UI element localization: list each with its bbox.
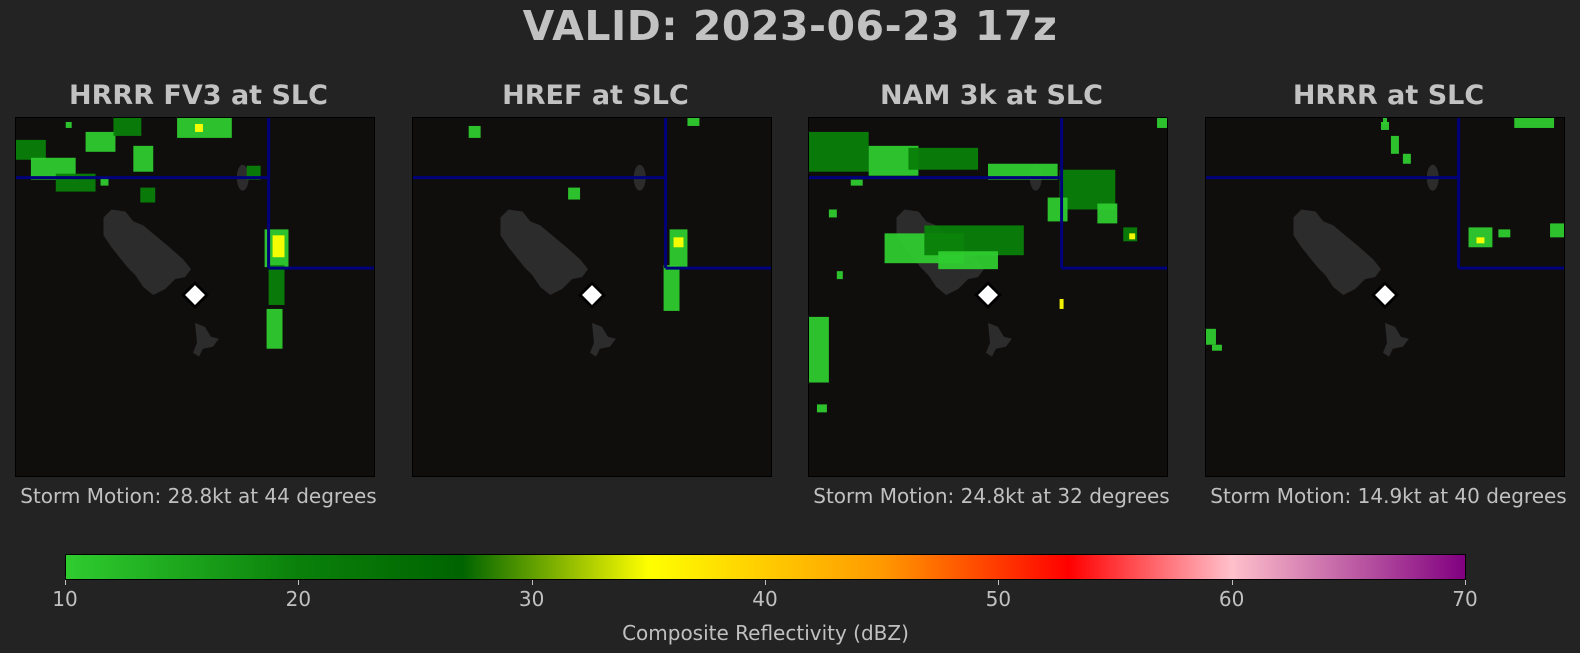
reflectivity-echo [16,139,46,160]
panel-title: HRRR at SLC [1292,80,1485,111]
colorbar-tick-mark [298,580,300,585]
reflectivity-echo [1476,237,1485,244]
reflectivity-echo [272,235,285,258]
reflectivity-echo [195,123,203,132]
colorbar-tick-mark [65,580,66,585]
colorbar-tick-mark [1465,580,1466,585]
reflectivity-echo [1402,153,1411,164]
reflectivity-echo [850,179,863,186]
reflectivity-echo [1059,169,1116,210]
reflectivity-echo [908,147,979,170]
reflectivity-echo [266,308,283,349]
reflectivity-echo [1059,298,1064,309]
colorbar-tick-label: 20 [285,587,312,611]
colorbar-tick-mark [998,580,1000,585]
location-marker-icon [1375,285,1395,305]
reflectivity-echo [1550,223,1564,238]
reflectivity-echo [468,125,481,138]
reflectivity-echo [268,265,285,305]
reflectivity-echo [1390,135,1399,154]
colorbar-tick-label: 30 [518,587,545,611]
reflectivity-echo [1381,121,1389,130]
colorbar-tick-label: 10 [52,587,78,611]
reflectivity-echo [1468,227,1493,248]
reflectivity-map [808,117,1168,477]
reflectivity-echo [133,145,154,172]
reflectivity-echo [1383,118,1387,124]
colorbar [65,554,1466,580]
reflectivity-echo [1097,203,1118,224]
reflectivity-echo [828,209,837,218]
reflectivity-echo [246,165,261,180]
panel-title: HREF at SLC [502,80,689,111]
reflectivity-echo [1206,328,1216,345]
reflectivity-echo [816,404,827,413]
colorbar-tick-label: 50 [985,587,1012,611]
panel-title: NAM 3k at SLC [880,80,1103,111]
reflectivity-echo [140,187,156,203]
reflectivity-echo [673,237,684,248]
reflectivity-echo [988,163,1058,180]
great-salt-lake-shape [500,209,589,296]
reflectivity-map [15,117,375,477]
utah-lake-shape [193,322,219,357]
reflectivity-echo [113,118,142,136]
reflectivity-map [1205,117,1565,477]
reflectivity-echo [924,225,1024,256]
reflectivity-map [412,117,772,477]
panel-hrrr-fv3: HRRR FV3 at SLC Storm Motion: 28.8kt at … [0,0,397,520]
reflectivity-echo [1047,197,1068,222]
great-salt-lake-shape [103,209,192,296]
reflectivity-echo [1157,118,1167,128]
reflectivity-echo [1129,233,1136,240]
reflectivity-echo [836,271,843,280]
reflectivity-echo [1514,118,1555,128]
reflectivity-echo [809,316,829,383]
location-marker-icon [978,285,998,305]
storm-motion-label: Storm Motion: 28.8kt at 44 degrees [20,484,377,508]
reflectivity-echo [177,118,232,138]
reflectivity-echo [938,251,998,270]
location-marker-icon [582,285,602,305]
reflectivity-echo [65,121,72,128]
colorbar-label: Composite Reflectivity (dBZ) [622,621,909,645]
location-marker-icon [185,285,205,305]
utah-lake-shape [1383,322,1409,357]
panel-hrrr: HRRR at SLC Storm Motion: 14.9kt at 40 d… [1190,0,1580,520]
colorbar-tick-label: 40 [752,587,778,611]
colorbar-tick-label: 70 [1452,587,1478,611]
storm-motion-label: Storm Motion: 14.9kt at 40 degrees [1210,484,1567,508]
reflectivity-echo [663,265,680,311]
colorbar-tick-mark [531,580,533,585]
colorbar-tick-label: 60 [1218,587,1245,611]
storm-motion-label: Storm Motion: 24.8kt at 32 degrees [813,484,1170,508]
panel-nam-3k: NAM 3k at SLC Storm Motion: 24.8kt at 32… [793,0,1190,520]
utah-lake-shape [986,322,1012,357]
great-salt-lake-shape [1293,209,1382,296]
colorbar-tick-mark [1231,580,1233,585]
reflectivity-echo [85,131,116,152]
reflectivity-echo [100,177,109,186]
main-title: VALID: 2023-06-23 17z [522,2,1058,50]
reflectivity-echo [1211,344,1222,351]
panel-title: HRRR FV3 at SLC [69,80,328,111]
reflectivity-echo [687,118,700,126]
reflectivity-echo [568,187,581,200]
panel-href: HREF at SLC [397,0,794,520]
reflectivity-echo [669,229,688,268]
reflectivity-echo [1498,229,1511,238]
colorbar-tick-mark [765,580,766,585]
reflectivity-echo [809,131,869,172]
utah-lake-shape [590,322,616,357]
